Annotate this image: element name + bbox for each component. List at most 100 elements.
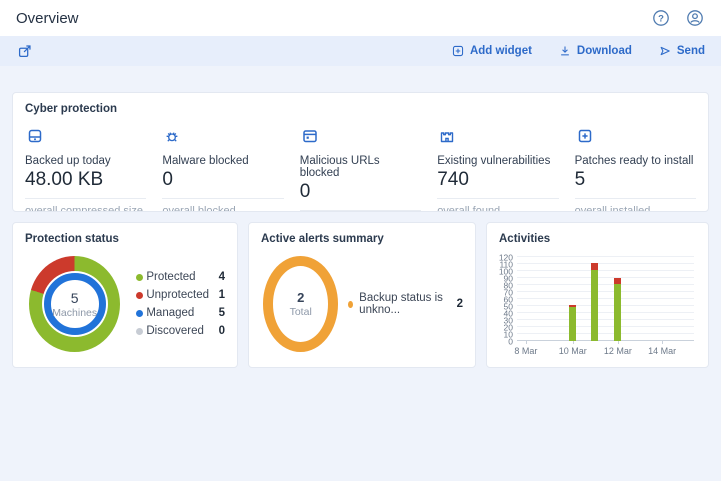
divider: [300, 210, 421, 211]
x-tick-label: 10 Mar: [559, 346, 587, 356]
browser-window-icon: [300, 126, 320, 146]
activity-bar-segment[interactable]: [614, 284, 621, 341]
send-label: Send: [677, 45, 705, 57]
legend-dot-discovered: [136, 328, 143, 335]
stat-sublabel: overall compressed size: [25, 205, 146, 212]
x-tick-mark: [662, 341, 663, 344]
legend-label-protected: Protected: [146, 271, 209, 283]
divider: [162, 198, 283, 199]
stat-existing-vulnerabilities[interactable]: Existing vulnerabilities 740 overall fou…: [437, 126, 558, 212]
protection-status-donut[interactable]: 5 Machines: [29, 256, 120, 352]
download-button[interactable]: Download: [558, 44, 632, 58]
account-icon[interactable]: [685, 8, 705, 28]
legend-value-protected: 4: [209, 271, 225, 283]
add-widget-icon: [451, 44, 465, 58]
x-tick-mark: [573, 341, 574, 344]
machines-count: 5: [71, 290, 79, 306]
stat-label: Backed up today: [25, 155, 146, 167]
legend-value-managed: 5: [209, 307, 225, 319]
stat-patches-ready[interactable]: Patches ready to install 5 overall insta…: [575, 126, 696, 212]
grid-line: [517, 326, 694, 327]
grid-line: [517, 319, 694, 320]
stat-malware-blocked[interactable]: Malware blocked 0 overall blocked 0: [162, 126, 283, 212]
legend-dot-managed: [136, 310, 143, 317]
stat-value: 0: [300, 181, 421, 203]
stat-label: Malware blocked: [162, 155, 283, 167]
malware-bug-icon: [162, 126, 182, 146]
stat-label: Patches ready to install: [575, 155, 696, 167]
activity-bar-segment[interactable]: [591, 263, 598, 270]
divider: [25, 198, 146, 199]
grid-line: [517, 305, 694, 306]
protection-status-donut-inner: 5 Machines: [44, 273, 106, 335]
divider: [437, 198, 558, 199]
legend-value-unprotected: 1: [209, 289, 225, 301]
activity-bar-segment[interactable]: [569, 307, 576, 341]
x-tick-label: 8 Mar: [514, 346, 537, 356]
x-tick-mark: [526, 341, 527, 344]
add-widget-label: Add widget: [470, 45, 532, 57]
widgets-row: Protection status 5 Machines Protected 4…: [12, 222, 709, 368]
legend-label-backup-status: Backup status is unkno...: [359, 292, 446, 316]
activities-widget: Activities 01020304050607080901001101208…: [486, 222, 709, 368]
download-icon: [558, 44, 572, 58]
active-alerts-body: 2 Total Backup status is unkno... 2: [261, 256, 463, 352]
stat-value: 5: [575, 169, 696, 191]
grid-line: [517, 263, 694, 264]
active-alerts-legend: Backup status is unkno... 2: [348, 292, 463, 316]
send-button[interactable]: Send: [658, 44, 705, 58]
protection-status-legend: Protected 4 Unprotected 1 Managed 5 Disc…: [136, 271, 225, 337]
protection-status-widget: Protection status 5 Machines Protected 4…: [12, 222, 238, 368]
svg-text:?: ?: [658, 13, 664, 24]
grid-line: [517, 333, 694, 334]
popout-icon[interactable]: [16, 42, 34, 60]
app-root: Overview ? Add widget Download: [0, 0, 721, 368]
active-alerts-donut[interactable]: 2 Total: [263, 256, 338, 352]
activity-bar-segment[interactable]: [569, 305, 576, 308]
active-alerts-title: Active alerts summary: [261, 233, 463, 245]
legend-label-discovered: Discovered: [146, 325, 209, 337]
stat-sublabel: overall found: [437, 205, 558, 212]
grid-line: [517, 298, 694, 299]
dashboard-toolbar: Add widget Download Send: [0, 36, 721, 66]
grid-line: [517, 270, 694, 271]
alerts-total-count: 2: [297, 290, 304, 305]
stat-value: 0: [162, 169, 283, 191]
activity-bar-segment[interactable]: [591, 270, 598, 341]
backup-drive-icon: [25, 126, 45, 146]
legend-label-managed: Managed: [146, 307, 209, 319]
activity-bar-segment[interactable]: [614, 278, 621, 284]
x-axis-line: [517, 340, 694, 341]
send-icon: [658, 44, 672, 58]
divider: [575, 198, 696, 199]
legend-dot-backup-status: [348, 301, 353, 308]
cyber-protection-stats: Backed up today 48.00 KB overall compres…: [25, 126, 696, 212]
grid-line: [517, 291, 694, 292]
header-icons: ?: [651, 8, 705, 28]
patch-plus-icon: [575, 126, 595, 146]
toolbar-actions: Add widget Download Send: [451, 44, 705, 58]
legend-dot-protected: [136, 274, 143, 281]
legend-label-unprotected: Unprotected: [146, 289, 209, 301]
add-widget-button[interactable]: Add widget: [451, 44, 532, 58]
stat-backed-up-today[interactable]: Backed up today 48.00 KB overall compres…: [25, 126, 146, 212]
cyber-protection-title: Cyber protection: [25, 103, 696, 115]
stat-value: 740: [437, 169, 558, 191]
activities-plot: 01020304050607080901001101208 Mar10 Mar1…: [517, 257, 694, 341]
activities-title: Activities: [499, 233, 696, 245]
machines-label: Machines: [52, 307, 97, 319]
grid-line: [517, 277, 694, 278]
y-tick-label: 120: [499, 253, 513, 262]
help-icon[interactable]: ?: [651, 8, 671, 28]
stat-sublabel: overall installed: [575, 205, 696, 212]
dashboard-main: Cyber protection Backed up today 48.00 K…: [0, 66, 721, 368]
protection-status-body: 5 Machines Protected 4 Unprotected 1 Man…: [25, 256, 225, 352]
stat-label: Existing vulnerabilities: [437, 155, 558, 167]
grid-line: [517, 284, 694, 285]
page-title: Overview: [16, 10, 79, 27]
stat-malicious-urls-blocked[interactable]: Malicious URLs blocked 0 overall blocked…: [300, 126, 421, 212]
stat-value: 48.00 KB: [25, 169, 146, 191]
active-alerts-widget: Active alerts summary 2 Total Backup sta…: [248, 222, 476, 368]
fortress-icon: [437, 126, 457, 146]
grid-line: [517, 312, 694, 313]
